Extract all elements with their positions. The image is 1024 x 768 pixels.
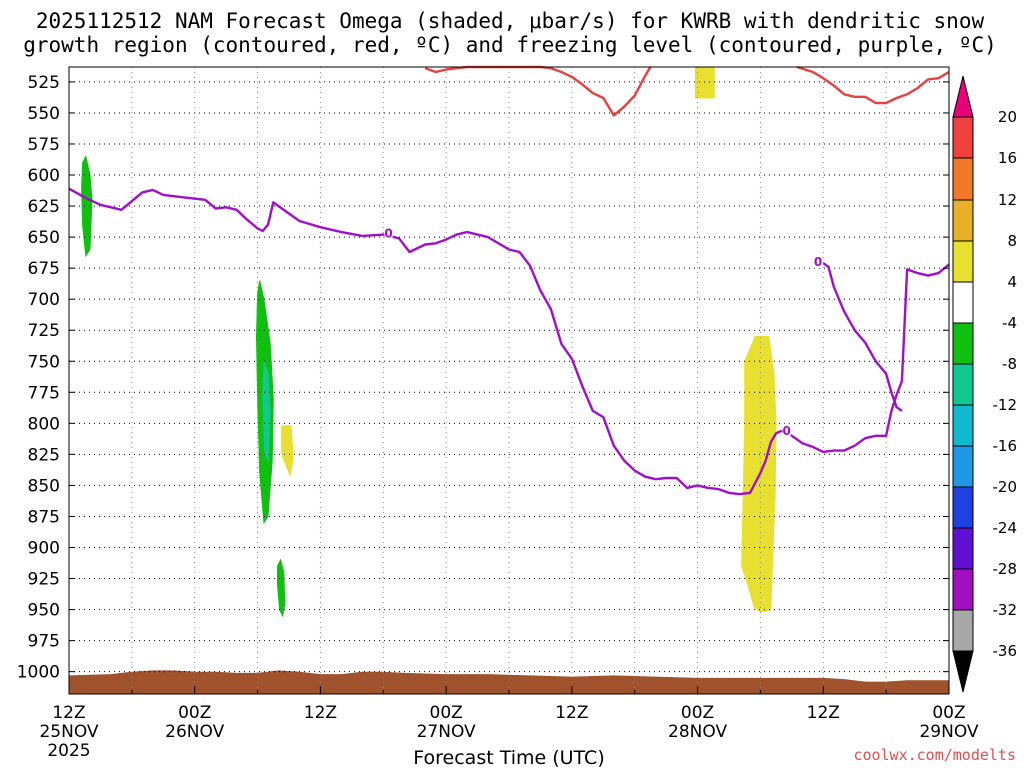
freezing-label-1: 0 [782,424,790,438]
x-tick-time-0: 12Z [52,703,85,723]
x-tick-time-84: 00Z [932,703,965,723]
omega-negative-3-shade [277,558,286,618]
y-tick-label-600: 600 [28,166,60,186]
freezing-label-2: 0 [814,255,822,269]
y-tick-label-625: 625 [28,197,60,217]
y-tick-label-575: 575 [28,135,60,155]
x-tick-time-48: 12Z [555,703,588,723]
y-tick-label-850: 850 [28,476,60,496]
colorbar-swatch-12 [952,609,974,652]
y-tick-label-875: 875 [28,507,60,527]
colorbar-swatch-6 [952,363,974,406]
colorbar-swatch-1 [952,157,974,201]
x-tick-date-36: 27NOV [417,722,476,742]
chart-title-line-1: 2025112512 NAM Forecast Omega (shaded, μ… [36,9,985,33]
y-tick-label-550: 550 [28,104,60,124]
colorbar-swatch-10 [952,527,974,570]
colorbar: 20 16 12 8 4 -4 -8 -12 -16 -20 -24 -28 -32 -36 [952,75,1018,693]
colorbar-label-7: -12 [993,396,1018,414]
colorbar-swatch-8 [952,445,974,488]
credit-text: coolwx.com/modelts [853,746,1016,764]
colorbar-swatch-9 [952,486,974,529]
colorbar-label-11: -28 [993,560,1018,578]
omega-positive-2-shade [695,66,715,99]
colorbar-swatch-2 [952,199,974,242]
freezing-level-line-2 [822,262,903,412]
y-axis: 525 550 575 600 625 650 675 700 725 750 775 800 825 8… [17,73,949,683]
plot-area: 0 0 0 [68,65,950,695]
x-tick-time-36: 00Z [430,703,463,723]
colorbar-swatch-4 [952,281,974,324]
colorbar-label-6: -8 [1002,355,1017,373]
colorbar-label-3: 8 [1007,232,1017,250]
colorbar-label-1: 16 [998,149,1017,167]
y-tick-label-725: 725 [28,321,60,341]
colorbar-label-13: -36 [993,642,1018,660]
omega-shading-layer [81,66,777,618]
freezing-label-bg-1 [782,423,791,437]
colorbar-swatch-7 [952,404,974,447]
omega-negative-1-shade [81,154,93,258]
omega-negative-2-core-shade [262,361,271,463]
y-tick-label-900: 900 [28,538,60,558]
y-tick-label-650: 650 [28,228,60,248]
x-axis-label: Forecast Time (UTC) [413,747,604,768]
y-tick-label-975: 975 [28,632,60,652]
colorbar-label-12: -32 [993,601,1018,619]
y-tick-label-750: 750 [28,352,60,372]
y-tick-label-800: 800 [28,414,60,434]
x-tick-date-0: 25NOV [39,722,98,742]
colorbar-label-9: -20 [993,478,1018,496]
colorbar-label-2: 12 [998,191,1017,209]
x-tick-year-0: 2025 [47,741,90,761]
y-tick-label-1000: 1000 [17,663,60,683]
chart-title-line-2: growth region (contoured, red, ºC) and f… [23,33,997,57]
colorbar-swatch-5 [952,322,974,365]
freezing-level-line-0 [68,187,782,496]
colorbar-top-arrow [952,75,974,118]
dgz-contour-line-1 [796,65,950,105]
colorbar-swatch-0 [952,116,974,159]
colorbar-label-4: 4 [1007,273,1017,291]
colorbar-bottom-arrow [952,650,974,693]
colorbar-swatch-3 [952,240,974,283]
plot-background [69,67,949,694]
freezing-label-bg-2 [814,254,823,268]
freezing-level-line-1 [780,263,950,454]
x-tick-date-12: 26NOV [165,722,224,742]
colorbar-label-8: -16 [993,437,1018,455]
x-tick-time-60: 00Z [681,703,714,723]
y-tick-label-675: 675 [28,259,60,279]
y-tick-label-825: 825 [28,445,60,465]
colorbar-swatch-11 [952,568,974,611]
omega-positive-1-shade [281,425,294,478]
freezing-label-0: 0 [384,226,392,240]
x-tick-time-72: 12Z [807,703,840,723]
x-tick-time-12: 00Z [178,703,211,723]
y-tick-label-925: 925 [28,570,60,590]
x-tick-date-84: 29NOV [919,722,978,742]
colorbar-label-10: -24 [993,519,1018,537]
y-tick-label-775: 775 [28,383,60,403]
y-tick-label-525: 525 [28,73,60,93]
x-tick-date-60: 28NOV [668,722,727,742]
x-tick-time-24: 12Z [304,703,337,723]
y-tick-label-700: 700 [28,290,60,310]
gridlines [69,67,949,694]
colorbar-label-0: 20 [998,108,1017,126]
y-tick-label-950: 950 [28,601,60,621]
colorbar-label-5: -4 [1002,314,1017,332]
freezing-label-bg-0 [384,226,393,240]
